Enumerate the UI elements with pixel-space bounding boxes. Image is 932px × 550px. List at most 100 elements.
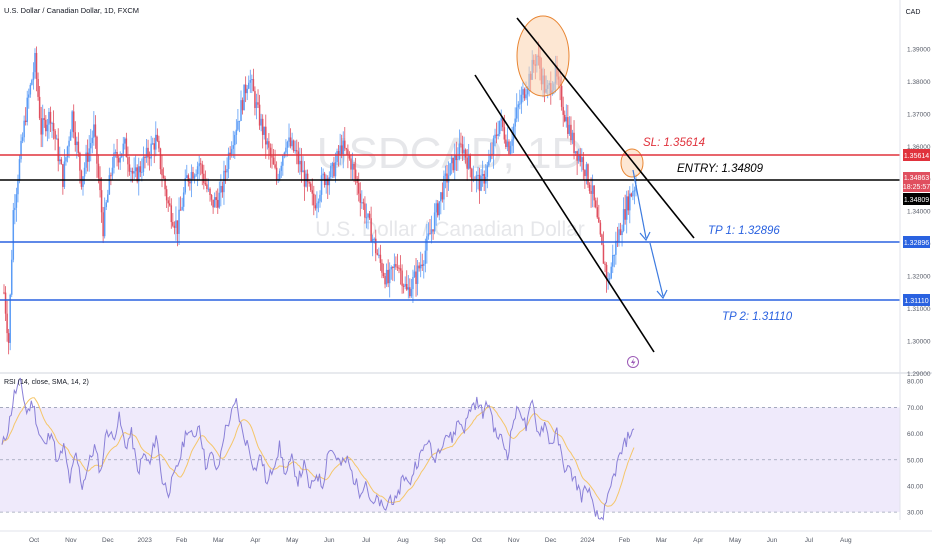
rsi-label[interactable]: RSI (14, close, SMA, 14, 2) bbox=[4, 379, 89, 386]
candle bbox=[379, 244, 382, 271]
rsi-axis[interactable]: 80.00 70.00 60.00 50.00 40.00 30.00 bbox=[907, 379, 924, 517]
time-tick-label: Apr bbox=[250, 537, 261, 544]
candle bbox=[14, 194, 16, 225]
candle bbox=[299, 147, 301, 175]
candle bbox=[40, 106, 42, 148]
candle bbox=[506, 127, 509, 152]
level-lines[interactable] bbox=[0, 154, 900, 301]
candle bbox=[195, 169, 197, 178]
candle bbox=[134, 155, 137, 178]
candle bbox=[128, 156, 131, 176]
channel-lower-line[interactable] bbox=[474, 74, 655, 353]
candle bbox=[153, 137, 156, 164]
time-tick-label: Feb bbox=[176, 537, 188, 544]
candle bbox=[461, 135, 464, 162]
channel-upper-line[interactable] bbox=[516, 17, 695, 239]
price-tick-label: 1.36000 bbox=[907, 144, 931, 151]
candle bbox=[347, 144, 349, 169]
candle bbox=[254, 86, 256, 116]
candle bbox=[407, 275, 410, 299]
candle bbox=[18, 155, 21, 184]
candle bbox=[117, 155, 120, 170]
candle bbox=[625, 190, 628, 234]
candle bbox=[179, 196, 182, 211]
candle bbox=[571, 129, 574, 145]
symbol-title[interactable]: U.S. Dollar / Canadian Dollar, 1D, FXCM bbox=[4, 6, 139, 15]
candle bbox=[579, 147, 581, 167]
candle bbox=[519, 89, 521, 110]
candle bbox=[127, 146, 129, 177]
candle bbox=[378, 247, 380, 259]
candle bbox=[622, 197, 625, 233]
candle bbox=[601, 233, 603, 246]
candle bbox=[184, 169, 186, 195]
candle bbox=[436, 200, 439, 218]
candle bbox=[60, 156, 63, 165]
candle bbox=[426, 223, 428, 264]
candle bbox=[193, 173, 196, 184]
candle bbox=[141, 158, 143, 182]
candle bbox=[280, 161, 283, 178]
time-tick-label: Jul bbox=[805, 537, 814, 544]
retest-highlight-ellipse[interactable] bbox=[620, 148, 644, 178]
tp2-badge bbox=[903, 294, 930, 306]
candle bbox=[392, 266, 394, 281]
candle bbox=[497, 120, 499, 140]
candle bbox=[520, 86, 523, 114]
candle bbox=[328, 171, 331, 195]
candle bbox=[320, 167, 323, 203]
candle bbox=[31, 78, 33, 86]
last-price-badge bbox=[903, 172, 930, 192]
candle bbox=[331, 161, 334, 179]
candle bbox=[181, 197, 183, 211]
candle bbox=[107, 189, 109, 203]
candle bbox=[103, 197, 106, 239]
arrow-head-2 bbox=[656, 289, 668, 300]
candle bbox=[393, 253, 396, 282]
candle bbox=[100, 177, 103, 223]
price-tick-label: 1.39000 bbox=[907, 46, 931, 53]
time-tick-label: 2024 bbox=[580, 537, 595, 544]
candle bbox=[415, 258, 417, 297]
lightning-icon[interactable] bbox=[627, 356, 639, 368]
candle bbox=[410, 278, 413, 298]
currency-label: CAD bbox=[906, 9, 921, 16]
rsi-tick-label: 40.00 bbox=[907, 483, 924, 490]
candle bbox=[10, 249, 13, 298]
rsi-pane[interactable] bbox=[0, 377, 900, 521]
arrow-head-1 bbox=[639, 231, 651, 242]
candle bbox=[435, 199, 437, 226]
candle bbox=[419, 251, 422, 278]
candle bbox=[489, 142, 492, 163]
candle bbox=[512, 123, 515, 154]
rsi-tick-label: 70.00 bbox=[907, 405, 924, 412]
candle bbox=[144, 154, 146, 169]
candle-series[interactable] bbox=[3, 41, 637, 355]
candle bbox=[357, 172, 360, 202]
rsi-tick-label: 60.00 bbox=[907, 431, 924, 438]
candle bbox=[508, 139, 510, 156]
candle bbox=[203, 164, 205, 190]
candle bbox=[186, 164, 188, 179]
entry-badge bbox=[903, 193, 930, 205]
candle bbox=[15, 187, 18, 222]
candle bbox=[91, 130, 94, 154]
top-highlight-ellipse[interactable] bbox=[516, 15, 570, 97]
candle bbox=[454, 143, 456, 181]
candle bbox=[610, 262, 612, 280]
candle bbox=[182, 187, 185, 212]
candle bbox=[390, 265, 393, 280]
candle bbox=[167, 197, 169, 212]
candle bbox=[325, 174, 327, 194]
candle bbox=[282, 154, 284, 176]
candle bbox=[573, 120, 575, 160]
candle bbox=[567, 104, 569, 139]
candle bbox=[286, 140, 289, 157]
time-axis[interactable]: Oct Nov Dec 2023 Feb Mar Apr May Jun Jul Aug Sep Oct… bbox=[0, 530, 932, 544]
candle bbox=[32, 62, 35, 90]
candle bbox=[168, 196, 171, 207]
candle bbox=[85, 144, 87, 174]
candle bbox=[460, 132, 462, 148]
candle bbox=[150, 135, 152, 167]
